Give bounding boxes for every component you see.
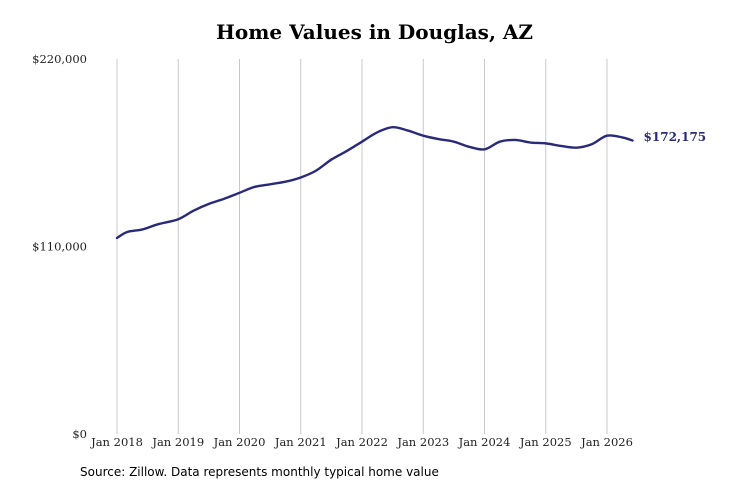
y-tick-label: $110,000 xyxy=(32,240,87,254)
y-tick-label: $220,000 xyxy=(32,52,87,66)
x-tick-label: Jan 2026 xyxy=(580,435,633,449)
series-lines xyxy=(115,125,634,240)
x-tick-label: Jan 2018 xyxy=(90,435,143,449)
end-value-label: $172,175 xyxy=(644,130,707,144)
end-value-labels: $172,175 xyxy=(644,130,707,144)
x-axis-tick-labels: Jan 2018 Jan 2019 Jan 2020 Jan 2021 Jan 2022… xyxy=(90,435,633,449)
y-tick-label: $0 xyxy=(72,427,87,441)
x-tick-label: Jan 2022 xyxy=(335,435,388,449)
y-axis-tick-labels: $0 $110,000 $220,000 xyxy=(32,52,87,441)
x-tick-label: Jan 2025 xyxy=(519,435,572,449)
series-line xyxy=(115,125,634,240)
x-tick-label: Jan 2019 xyxy=(151,435,204,449)
gridlines xyxy=(116,59,608,434)
source-note: Source: Zillow. Data represents monthly … xyxy=(80,465,439,479)
x-tick-label: Jan 2020 xyxy=(213,435,266,449)
x-tick-label: Jan 2023 xyxy=(396,435,449,449)
x-tick-label: Jan 2021 xyxy=(274,435,327,449)
chart-title: Home Values in Douglas, AZ xyxy=(216,20,533,44)
x-tick-label: Jan 2024 xyxy=(458,435,511,449)
